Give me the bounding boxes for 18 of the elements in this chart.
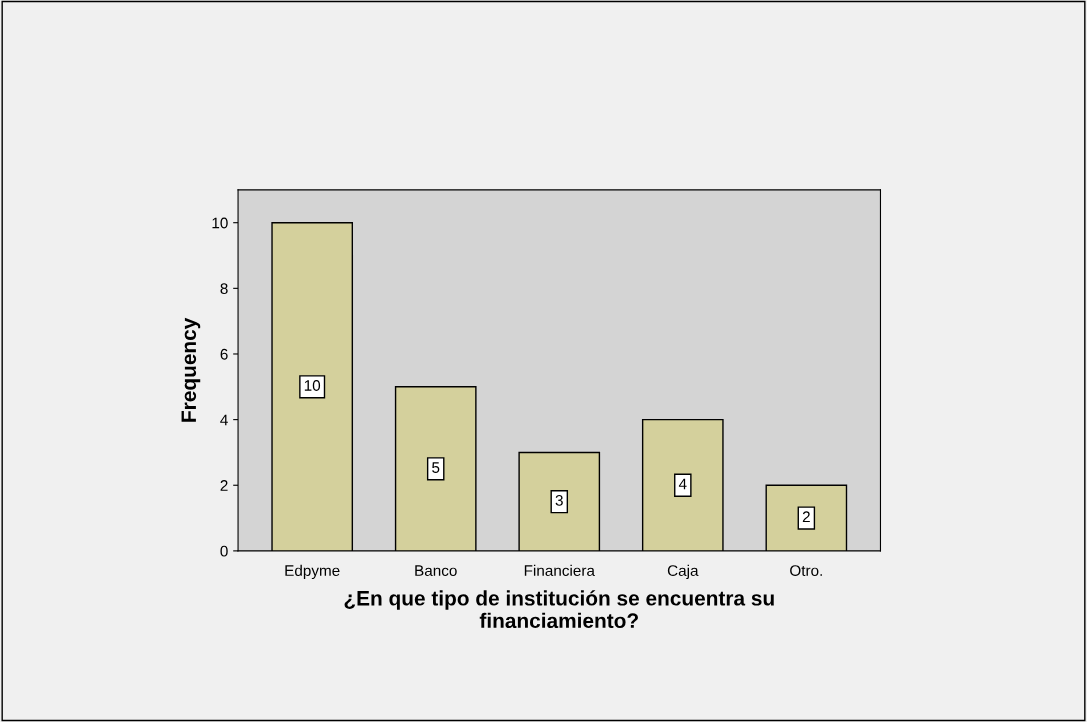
data-label: 2 [802, 511, 810, 523]
x-tick-label: Caja [667, 564, 699, 580]
y-tick-label: 6 [220, 348, 228, 360]
x-tick-label: Otro. [790, 565, 822, 576]
data-label: 4 [678, 478, 687, 490]
y-tick-label: 0 [220, 545, 228, 557]
y-axis-title: Frequency [181, 317, 201, 422]
x-tick-label: Edpyme [285, 564, 340, 580]
x-axis-title: ¿En que tipo de institución se encuentra su financiamiento? [344, 590, 774, 629]
y-tick-label: 4 [220, 414, 228, 426]
x-tick-label: Financiera [524, 564, 595, 576]
data-label: 10 [304, 380, 321, 391]
data-label: 3 [555, 494, 563, 506]
x-tick-label: Banco [415, 565, 457, 576]
y-tick-label: 2 [220, 480, 228, 491]
data-label: 5 [432, 462, 440, 473]
y-tick-label: 10 [212, 217, 228, 229]
y-tick-label: 8 [220, 283, 228, 295]
